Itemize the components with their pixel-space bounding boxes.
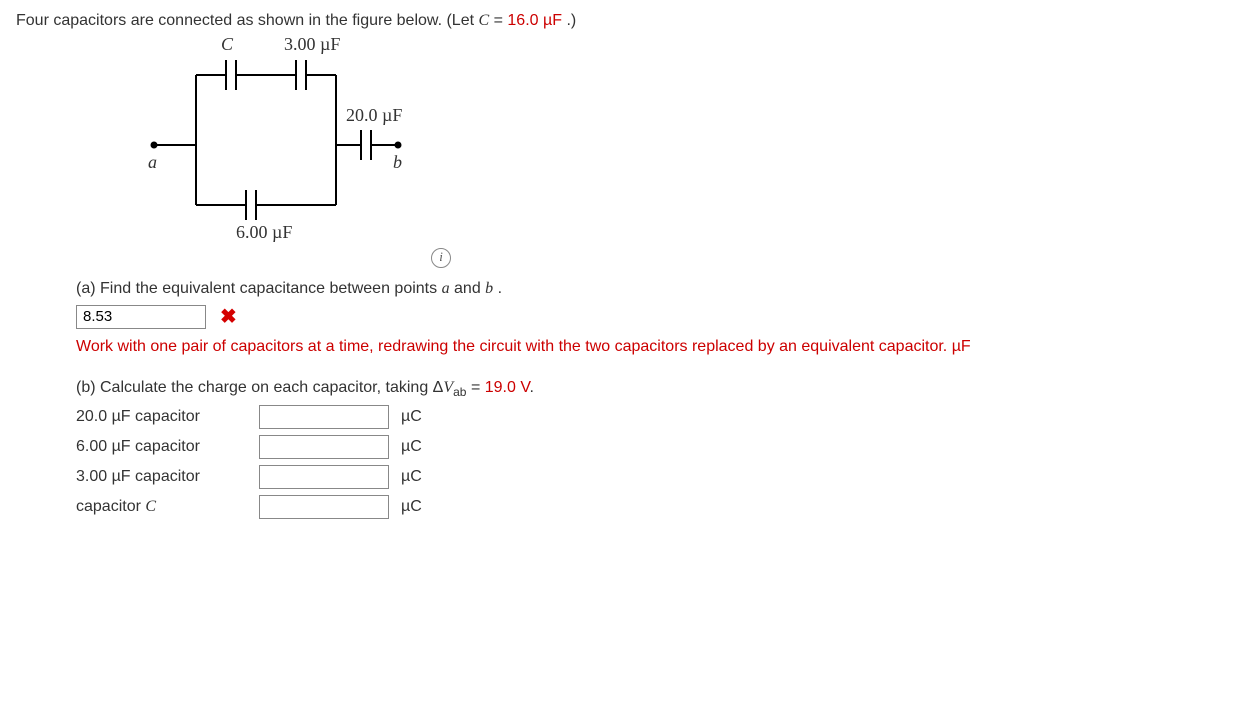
label-6uf: 6.00 µF (236, 222, 292, 243)
part-b-label-1: 6.00 µF capacitor (76, 438, 251, 456)
intro-text: Four capacitors are connected as shown i… (16, 12, 478, 29)
intro-suffix: .) (566, 12, 576, 29)
part-b-input-1[interactable] (259, 435, 389, 459)
part-a-answer-row: ✖ (76, 304, 1226, 329)
c-value: 16.0 µF (507, 12, 562, 29)
part-b-unit-0: µC (401, 408, 422, 426)
part-b-label-2: 3.00 µF capacitor (76, 468, 251, 486)
equals: = (494, 12, 508, 29)
circuit-svg (136, 40, 476, 260)
label-3uf: 3.00 µF (284, 34, 340, 55)
part-b-unit-2: µC (401, 468, 422, 486)
part-a-input[interactable] (76, 305, 206, 329)
part-b-unit-1: µC (401, 438, 422, 456)
variable-c: C (478, 12, 489, 29)
part-a-prompt: (a) Find the equivalent capacitance betw… (76, 280, 1226, 298)
part-b-row-2: 3.00 µF capacitor µC (76, 465, 1226, 489)
part-a: (a) Find the equivalent capacitance betw… (76, 280, 1226, 359)
part-b-prompt: (b) Calculate the charge on each capacit… (76, 379, 1226, 399)
terminal-b: b (393, 152, 402, 173)
part-b-input-2[interactable] (259, 465, 389, 489)
part-b-row-3: capacitor C µC (76, 495, 1226, 519)
part-b-input-0[interactable] (259, 405, 389, 429)
part-b-input-3[interactable] (259, 495, 389, 519)
problem-statement: Four capacitors are connected as shown i… (16, 12, 1240, 30)
label-20uf: 20.0 µF (346, 105, 402, 126)
part-b-unit-3: µC (401, 498, 422, 516)
wrong-icon: ✖ (220, 304, 237, 329)
part-a-feedback: Work with one pair of capacitors at a ti… (76, 335, 1226, 359)
circuit-figure: C 3.00 µF 20.0 µF 6.00 µF a b i (136, 40, 476, 260)
part-b: (b) Calculate the charge on each capacit… (76, 379, 1226, 519)
label-c: C (221, 34, 233, 55)
terminal-a: a (148, 152, 157, 173)
part-b-row-1: 6.00 µF capacitor µC (76, 435, 1226, 459)
part-b-label-0: 20.0 µF capacitor (76, 408, 251, 426)
part-b-row-0: 20.0 µF capacitor µC (76, 405, 1226, 429)
info-icon[interactable]: i (431, 248, 451, 268)
part-b-label-3: capacitor C (76, 498, 251, 516)
